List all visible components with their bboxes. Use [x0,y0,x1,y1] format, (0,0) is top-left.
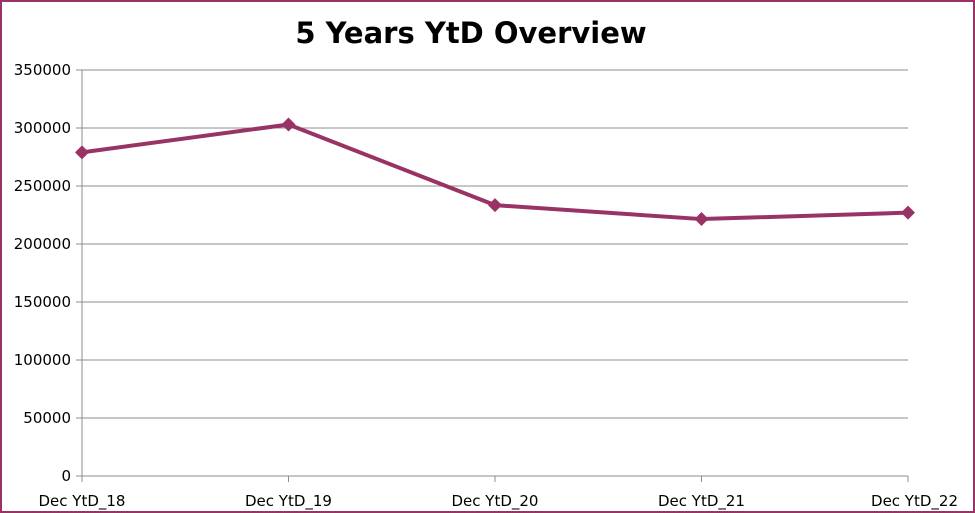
gridlines [82,69,908,419]
data-point-marker [488,198,502,213]
y-tick-label: 100000 [14,351,71,369]
x-tick-label: Dec YtD_22 [871,492,958,511]
x-tick-label: Dec YtD_20 [452,492,539,511]
y-tick-label: 0 [61,467,71,485]
y-tick-label: 250000 [14,177,71,195]
x-tick-label: Dec YtD_18 [39,492,126,511]
x-axis-ticks: Dec YtD_18 Dec YtD_19 Dec YtD_20 Dec YtD_21… [39,492,958,511]
chart-title: 5 Years YtD Overview [295,16,647,50]
data-point-marker [281,117,296,132]
y-tick-label: 350000 [14,61,71,79]
y-tick-label: 50000 [23,409,71,427]
data-point-marker [694,212,709,227]
y-tick-label: 200000 [14,235,71,253]
y-tick-label: 150000 [14,293,71,311]
y-tick-label: 300000 [14,119,71,137]
y-axis-ticks: 0 50000 100000 150000 200000 250000 300000 3500… [14,61,71,485]
data-point-marker [75,145,89,160]
axes [76,69,909,482]
x-tick-label: Dec YtD_21 [658,492,745,511]
series-group [75,117,915,227]
x-tick-label: Dec YtD_19 [245,492,332,511]
data-point-marker [901,205,915,220]
